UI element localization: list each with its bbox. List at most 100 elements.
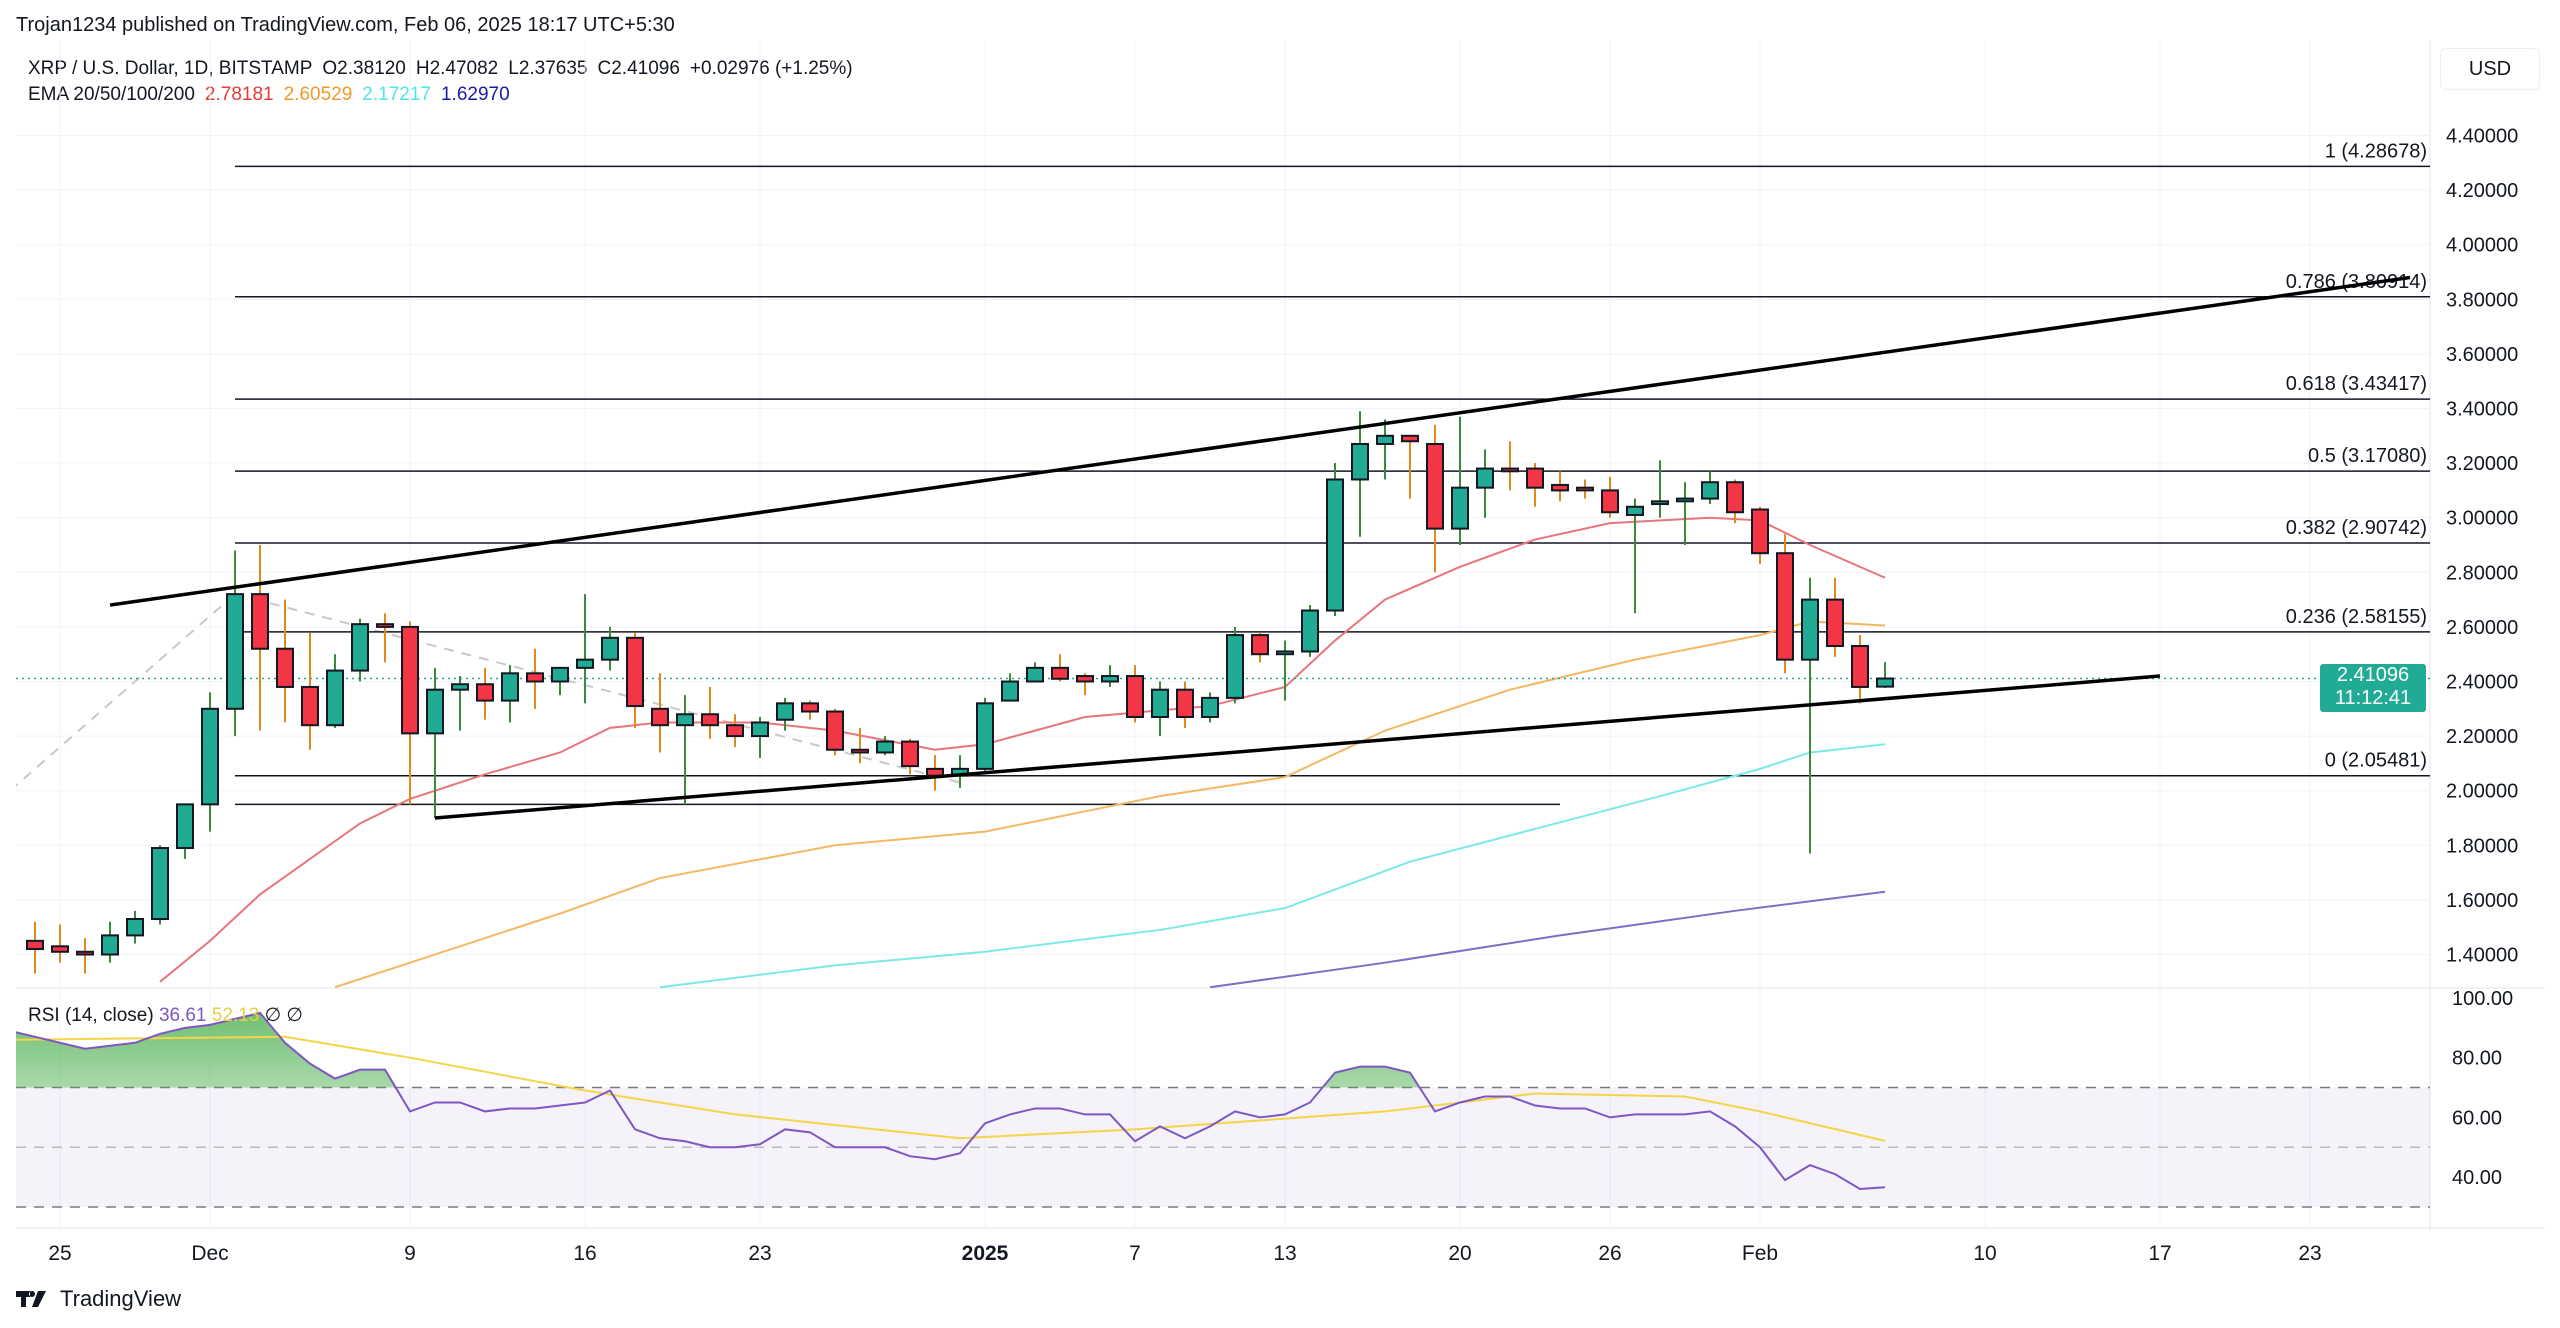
ema-legend: EMA 20/50/100/200 2.78181 2.60529 2.17217 1.… [28, 84, 520, 106]
candle [126, 910, 144, 944]
candle-body [101, 934, 119, 956]
close-value: C2.41096 [597, 58, 680, 79]
rsi-legend: RSI (14, close) 36.61 52.13 ∅ ∅ [28, 1004, 303, 1027]
candle-body [501, 672, 519, 702]
candle [1626, 498, 1644, 614]
ema200-value: 1.62970 [440, 84, 510, 105]
ema-label[interactable]: EMA 20/50/100/200 [28, 84, 195, 105]
candle [426, 667, 444, 818]
y-tick-label: 3.40000 [2446, 399, 2518, 421]
trendline [109, 275, 2411, 607]
candle [1576, 479, 1594, 499]
candle-body [1301, 609, 1319, 653]
ema20-value: 2.78181 [204, 84, 274, 105]
candle-body [576, 658, 594, 669]
candle [1301, 605, 1319, 657]
candle-body [301, 685, 319, 727]
candle [1801, 577, 1819, 854]
y-tick-label: 4.00000 [2446, 235, 2518, 257]
candle-body [1026, 666, 1044, 683]
x-tick-label: 13 [1273, 1242, 1296, 1265]
y-tick-label: 3.60000 [2446, 344, 2518, 366]
rsi-ma-value: 52.13 [211, 1005, 260, 1026]
candle [1776, 534, 1794, 674]
candle-body [551, 666, 569, 683]
candle [976, 697, 994, 772]
ema-line-ema50 [334, 620, 1886, 988]
x-tick-label: 7 [1129, 1242, 1141, 1265]
candle-body [876, 740, 894, 754]
ema-line-ema20 [159, 516, 1886, 983]
y-tick-label: 3.20000 [2446, 453, 2518, 475]
candle-body [776, 702, 794, 721]
candle [1326, 463, 1344, 616]
candle-body [626, 636, 644, 708]
candle [401, 621, 419, 805]
candle [551, 666, 569, 696]
candle-body [1151, 688, 1169, 718]
currency-button[interactable]: USD [2440, 48, 2540, 90]
rsi-y-tick-label: 60.00 [2452, 1107, 2502, 1129]
high-value: H2.47082 [415, 58, 499, 79]
fib-level-label: 0.5 (3.17080) [2308, 445, 2427, 467]
candle [1276, 640, 1294, 701]
candle [1876, 662, 1894, 688]
candle [326, 654, 344, 728]
candle [1551, 471, 1569, 502]
x-tick-label: 26 [1598, 1242, 1621, 1265]
candle [1226, 626, 1244, 704]
symbol-name[interactable]: XRP / U.S. Dollar, 1D, BITSTAMP [28, 58, 313, 79]
candle [801, 700, 819, 720]
change-value: +0.02976 (+1.25%) [689, 58, 853, 79]
candle-body [851, 748, 869, 754]
fib-level-label: 0.236 (2.58155) [2286, 606, 2427, 628]
rsi-line [16, 1011, 1886, 1191]
y-tick-label: 2.60000 [2446, 617, 2518, 639]
candle [576, 594, 594, 704]
candle [1651, 460, 1669, 518]
rsi-extra: ∅ ∅ [264, 1005, 303, 1026]
candle [951, 755, 969, 788]
trendline [434, 674, 2161, 820]
rsi-pane [16, 1011, 2430, 1208]
candle [276, 599, 294, 723]
candle-body [976, 702, 994, 770]
candle [1251, 632, 1269, 663]
candle-body [726, 724, 744, 738]
rsi-label[interactable]: RSI (14, close) [28, 1005, 154, 1026]
y-tick-label: 4.20000 [2446, 180, 2518, 202]
candle-body [651, 707, 669, 727]
fib-level-label: 1 (4.28678) [2325, 140, 2427, 162]
rsi-y-tick-label: 40.00 [2452, 1167, 2502, 1189]
candle-body [701, 713, 719, 727]
candle-body [1051, 666, 1069, 680]
low-value: L2.37635 [508, 58, 588, 79]
candle-body [676, 713, 694, 727]
candle-body [1551, 483, 1569, 492]
candle [1476, 449, 1494, 518]
candle-body [151, 847, 169, 921]
candle-body [1226, 634, 1244, 699]
candle-body [201, 707, 219, 806]
candle [1851, 635, 1869, 704]
candle [1376, 419, 1394, 480]
candle-body [1451, 486, 1469, 530]
candle [726, 714, 744, 748]
candle [1201, 692, 1219, 723]
y-tick-label: 3.80000 [2446, 289, 2518, 311]
candle-body [1001, 680, 1019, 702]
x-tick-label: 23 [748, 1242, 771, 1265]
tradingview-logo[interactable]: TradingView [16, 1286, 181, 1312]
candle [751, 716, 769, 758]
candle [1501, 441, 1519, 491]
candle [851, 727, 869, 764]
candle-body [26, 939, 44, 951]
candle-body [1776, 552, 1794, 661]
candle-body [1676, 497, 1694, 503]
candle [1601, 476, 1619, 518]
ema-line-ema100 [659, 743, 1886, 988]
candle [351, 618, 369, 682]
candle-body [351, 623, 369, 672]
candle-body [1076, 675, 1094, 683]
